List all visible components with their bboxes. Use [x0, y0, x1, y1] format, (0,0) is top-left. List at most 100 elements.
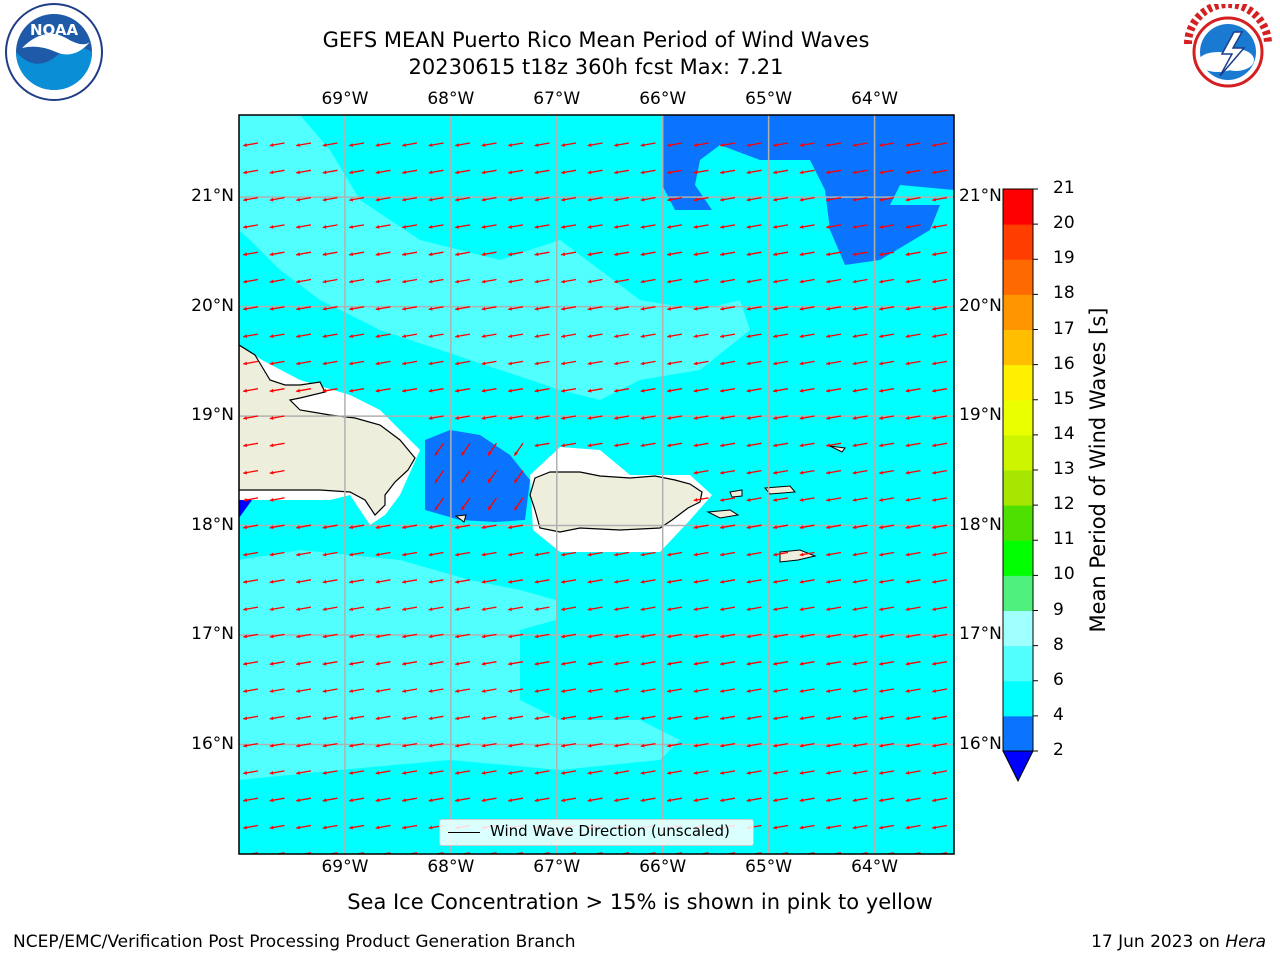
wave-direction-arrow	[296, 278, 312, 284]
wave-direction-arrow	[852, 606, 868, 611]
wave-direction-arrow	[667, 388, 683, 393]
wave-direction-arrow	[879, 442, 895, 448]
wave-direction-arrow	[402, 715, 418, 721]
chart-subtitle: 20230615 t18z 360h fcst Max: 7.21	[408, 55, 784, 79]
wave-direction-arrow	[720, 579, 736, 584]
colorbar-under-extension	[1002, 750, 1034, 783]
wave-direction-arrow	[799, 606, 815, 611]
wave-direction-arrow	[455, 524, 471, 530]
wave-direction-arrow	[534, 333, 550, 338]
lat-tick-label-right: 21°N	[959, 186, 1002, 207]
colorbar-segment	[1003, 645, 1033, 682]
wave-direction-arrow	[773, 661, 789, 666]
wave-direction-arrow	[905, 715, 921, 721]
map-frame	[238, 114, 955, 855]
wave-direction-arrow	[296, 551, 312, 557]
wave-direction-arrow	[428, 333, 444, 338]
wave-direction-arrow	[693, 306, 709, 311]
colorbar-tick-label: 17	[1053, 318, 1075, 339]
wave-direction-arrow	[508, 388, 524, 393]
wave-direction-arrow	[561, 742, 577, 748]
wave-direction-arrow	[296, 770, 312, 775]
wave-direction-arrow	[905, 169, 921, 175]
wave-direction-arrow	[720, 770, 736, 775]
wave-direction-arrow	[640, 551, 656, 557]
wave-direction-arrow	[561, 306, 577, 311]
wave-direction-arrow	[587, 278, 603, 284]
colorbar-tick-label: 15	[1053, 388, 1075, 409]
wave-direction-arrow	[296, 661, 312, 666]
wave-direction-arrow	[375, 606, 391, 611]
noaa-logo-text: NOAA	[30, 21, 79, 39]
map-legend: Wind Wave Direction (unscaled)	[439, 819, 754, 846]
colorbar-segment	[1003, 434, 1033, 471]
wave-direction-arrow	[349, 169, 365, 175]
wave-direction-arrow	[720, 661, 736, 666]
wave-direction-arrow	[269, 497, 285, 502]
wave-direction-arrow	[534, 797, 550, 803]
wave-direction-arrow	[508, 224, 524, 229]
wave-direction-arrow	[852, 306, 868, 311]
wave-direction-arrow	[455, 142, 471, 147]
colorbar-segment	[1003, 540, 1033, 576]
wave-direction-arrow	[269, 306, 285, 311]
wave-direction-arrow	[375, 306, 391, 311]
wave-direction-arrow	[428, 797, 444, 803]
wave-direction-arrow	[826, 469, 842, 475]
wave-direction-arrow	[402, 142, 418, 147]
wave-direction-arrow	[508, 770, 524, 775]
wave-direction-arrow	[428, 551, 444, 557]
wave-direction-arrow	[826, 224, 842, 229]
wave-direction-arrow	[349, 306, 365, 311]
wave-direction-arrow	[720, 388, 736, 393]
wave-direction-arrow	[243, 469, 259, 475]
wave-direction-arrow	[693, 497, 709, 502]
wave-direction-arrow	[826, 797, 842, 803]
wave-direction-arrow	[296, 579, 312, 584]
wave-direction-arrow	[296, 333, 312, 338]
wave-direction-arrow	[561, 224, 577, 229]
wave-direction-arrow	[243, 797, 259, 803]
wave-direction-arrow	[799, 797, 815, 803]
wave-direction-arrow	[799, 469, 815, 475]
wave-direction-arrow	[932, 169, 948, 175]
wave-direction-arrow	[561, 715, 577, 721]
wave-direction-arrow	[640, 579, 656, 584]
wave-direction-arrow	[402, 333, 418, 338]
wave-direction-arrow	[852, 497, 868, 502]
colorbar-tick-label: 19	[1053, 248, 1075, 269]
wave-direction-arrow	[322, 824, 338, 830]
wave-direction-arrow	[534, 360, 550, 366]
wave-direction-arrow	[799, 633, 815, 639]
wave-direction-arrow	[826, 388, 842, 393]
wave-direction-arrow	[561, 360, 577, 366]
wave-direction-arrow	[296, 797, 312, 803]
wave-direction-arrow	[799, 824, 815, 830]
wave-direction-arrow	[375, 388, 391, 393]
wave-direction-arrow	[322, 606, 338, 611]
wave-direction-arrow	[428, 224, 444, 229]
wave-direction-arrow	[428, 606, 444, 611]
wave-direction-arrow	[879, 551, 895, 557]
wave-direction-arrow	[879, 469, 895, 475]
wave-direction-arrow	[587, 606, 603, 611]
wave-direction-arrow	[402, 524, 418, 530]
wave-direction-arrow	[587, 415, 603, 420]
wave-direction-arrow	[349, 824, 365, 830]
patch-under-2s	[239, 500, 252, 518]
wave-direction-arrow	[296, 224, 312, 229]
lat-tick-label-right: 20°N	[959, 295, 1002, 316]
wave-direction-arrow	[481, 715, 497, 721]
wave-direction-arrow	[587, 142, 603, 147]
wave-direction-arrow	[667, 333, 683, 338]
wave-direction-arrow	[799, 169, 815, 175]
wave-direction-arrow	[826, 497, 842, 502]
wave-direction-arrow	[614, 142, 630, 147]
wave-direction-arrow	[375, 742, 391, 748]
wave-direction-arrow	[349, 251, 365, 257]
wave-direction-arrow	[932, 551, 948, 557]
wave-direction-arrow	[455, 770, 471, 775]
colorbar-segment	[1003, 715, 1033, 752]
wave-direction-arrow	[269, 196, 285, 202]
wave-direction-arrow	[773, 824, 789, 830]
